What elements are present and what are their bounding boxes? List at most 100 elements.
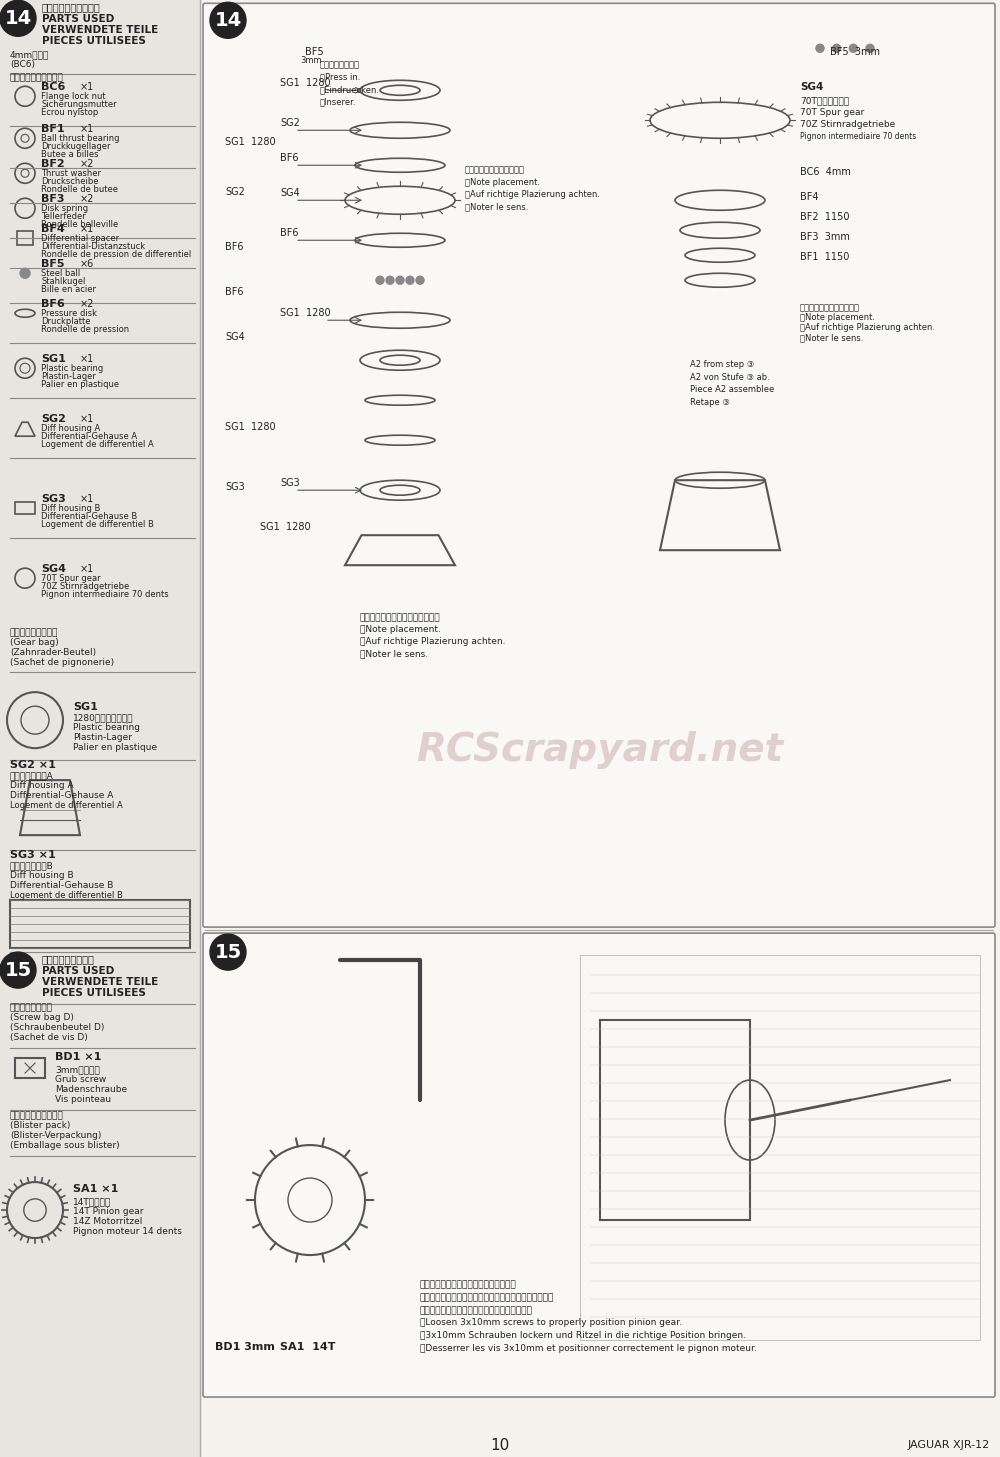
Text: Stahlkugel: Stahlkugel [41, 277, 85, 286]
Text: (BC6): (BC6) [10, 60, 35, 70]
Text: Differential-Gehause A: Differential-Gehause A [10, 791, 113, 800]
Text: SG4: SG4 [280, 188, 300, 198]
Text: Thrust washer: Thrust washer [41, 169, 101, 178]
Circle shape [0, 951, 36, 988]
Text: Logement de differentiel B: Logement de differentiel B [41, 520, 154, 529]
Circle shape [210, 934, 246, 970]
Text: SG3 ×1: SG3 ×1 [10, 849, 56, 860]
Text: BC6: BC6 [41, 82, 65, 92]
Circle shape [386, 277, 394, 284]
Text: BF6: BF6 [280, 153, 298, 163]
Text: Plastin-Lager: Plastin-Lager [41, 372, 96, 382]
Text: 70T Spur gear: 70T Spur gear [41, 574, 101, 583]
Text: ×1: ×1 [80, 494, 94, 504]
Text: VERWENDETE TEILE: VERWENDETE TEILE [42, 25, 158, 35]
Text: デフハウジングA: デフハウジングA [10, 771, 54, 779]
Circle shape [416, 277, 424, 284]
Text: Rondelle de pression: Rondelle de pression [41, 325, 129, 334]
Text: SG1  1280: SG1 1280 [280, 309, 331, 318]
Text: PARTS USED: PARTS USED [42, 966, 114, 976]
Text: BF3: BF3 [41, 194, 64, 204]
Text: Butee a billes: Butee a billes [41, 150, 98, 159]
Text: ・Note placement.: ・Note placement. [360, 625, 441, 634]
Text: 14Z Motorritzel: 14Z Motorritzel [73, 1217, 142, 1225]
Bar [580, 956, 980, 1340]
Text: SG3: SG3 [41, 494, 66, 504]
Text: （デフギヤー袋詰）: （デフギヤー袋詰） [10, 628, 58, 637]
Text: 70Tスパーギヤー: 70Tスパーギヤー [800, 96, 849, 105]
Text: ×1: ×1 [80, 124, 94, 134]
Text: SG1: SG1 [41, 354, 66, 364]
Text: ・Desserrer les vis 3x10mm et positionner correctement le pignon moteur.: ・Desserrer les vis 3x10mm et positionner… [420, 1343, 757, 1354]
Text: BC6  4mm: BC6 4mm [800, 168, 851, 178]
Circle shape [833, 44, 841, 52]
Text: Palier en plastique: Palier en plastique [41, 380, 119, 389]
Text: Differential spacer: Differential spacer [41, 235, 119, 243]
Text: A2 from step ③
A2 von Stufe ③ ab.
Piece A2 assemblee
Retape ③: A2 from step ③ A2 von Stufe ③ ab. Piece … [690, 360, 774, 407]
Text: Pignon intermediaire 70 dents: Pignon intermediaire 70 dents [800, 133, 916, 141]
Bar [0, 0, 200, 1457]
Text: BF1: BF1 [41, 124, 65, 134]
Text: ・Note placement.: ・Note placement. [800, 313, 875, 322]
Circle shape [849, 44, 857, 52]
Text: ×1: ×1 [80, 82, 94, 92]
Text: ・ピスをゆるめ、モーターを移動させて
　ください。さらにすることを务めて辺りに辺りにする
　からあっみです。そらすことを説明します。: ・ピスをゆるめ、モーターを移動させて ください。さらにすることを务めて辺りに辺り… [420, 1281, 554, 1316]
Text: （ホールデア部品袋）: （ホールデア部品袋） [10, 73, 64, 82]
Text: 15: 15 [4, 960, 32, 979]
Text: SG1  1280: SG1 1280 [280, 79, 331, 89]
Text: SG2: SG2 [225, 188, 245, 197]
Text: SG2 ×1: SG2 ×1 [10, 761, 56, 771]
Text: Madenschraube: Madenschraube [55, 1085, 127, 1094]
Text: ×1: ×1 [80, 564, 94, 574]
Bar [200, 0, 1000, 1457]
Text: ・Noter le sens.: ・Noter le sens. [360, 650, 428, 659]
Text: BF1  1150: BF1 1150 [800, 252, 849, 262]
Text: Ball thrust bearing: Ball thrust bearing [41, 134, 120, 143]
Text: SG3: SG3 [280, 478, 300, 488]
Text: BF6: BF6 [41, 299, 65, 309]
Text: Pignon intermediaire 70 dents: Pignon intermediaire 70 dents [41, 590, 169, 599]
Text: 4mmフラン: 4mmフラン [10, 51, 49, 60]
Text: 70T Spur gear: 70T Spur gear [800, 108, 864, 117]
Text: PIECES UTILISEES: PIECES UTILISEES [42, 36, 146, 47]
Text: 15: 15 [214, 943, 242, 962]
Text: BF2: BF2 [41, 159, 65, 169]
Circle shape [406, 277, 414, 284]
Text: (Screw bag D): (Screw bag D) [10, 1013, 74, 1023]
Text: Diff housing A: Diff housing A [10, 781, 74, 790]
Text: ×1: ×1 [80, 224, 94, 235]
Text: SG1  1280: SG1 1280 [260, 522, 311, 532]
Text: Logement de differentiel A: Logement de differentiel A [41, 440, 154, 449]
Text: ・Auf richtige Plazierung achten.: ・Auf richtige Plazierung achten. [800, 323, 935, 332]
Text: SA1 ×1: SA1 ×1 [73, 1185, 118, 1195]
Text: Diff housing A: Diff housing A [41, 424, 100, 433]
Text: VERWENDETE TEILE: VERWENDETE TEILE [42, 978, 158, 986]
Text: 3mm: 3mm [300, 57, 322, 66]
Bar [15, 503, 35, 514]
Text: Logement de differentiel B: Logement de differentiel B [10, 892, 123, 900]
Text: Ecrou nylstop: Ecrou nylstop [41, 108, 98, 117]
Text: ×1: ×1 [80, 354, 94, 364]
Text: ・Noter le sens.: ・Noter le sens. [800, 334, 863, 342]
Text: BF2  1150: BF2 1150 [800, 213, 850, 223]
Circle shape [866, 44, 874, 52]
Bar [600, 1020, 750, 1220]
Text: SG4: SG4 [800, 82, 823, 92]
Text: JAGUAR XJR-12: JAGUAR XJR-12 [908, 1440, 990, 1450]
Text: ・向きに注意して下さい。: ・向きに注意して下さい。 [800, 303, 860, 312]
Bar [15, 1058, 45, 1078]
Text: 3mmイモネジ: 3mmイモネジ [55, 1065, 100, 1074]
Text: SG2: SG2 [41, 414, 66, 424]
Text: ・ミゾにあわせてとりつけます。: ・ミゾにあわせてとりつけます。 [360, 613, 441, 622]
Text: PIECES UTILISEES: PIECES UTILISEES [42, 988, 146, 998]
Circle shape [396, 277, 404, 284]
Text: (Zahnrader-Beutel): (Zahnrader-Beutel) [10, 648, 96, 657]
Text: BF4: BF4 [800, 192, 818, 203]
Text: ・Auf richtige Plazierung achten.: ・Auf richtige Plazierung achten. [360, 637, 506, 645]
Text: RCScrapyard.net: RCScrapyard.net [416, 731, 784, 769]
Text: SA1  14T: SA1 14T [280, 1342, 336, 1352]
Text: BF5: BF5 [41, 259, 64, 270]
Text: 10: 10 [490, 1438, 510, 1453]
Text: SG1  1280: SG1 1280 [225, 423, 276, 433]
Text: Differential-Gehause A: Differential-Gehause A [41, 433, 137, 441]
